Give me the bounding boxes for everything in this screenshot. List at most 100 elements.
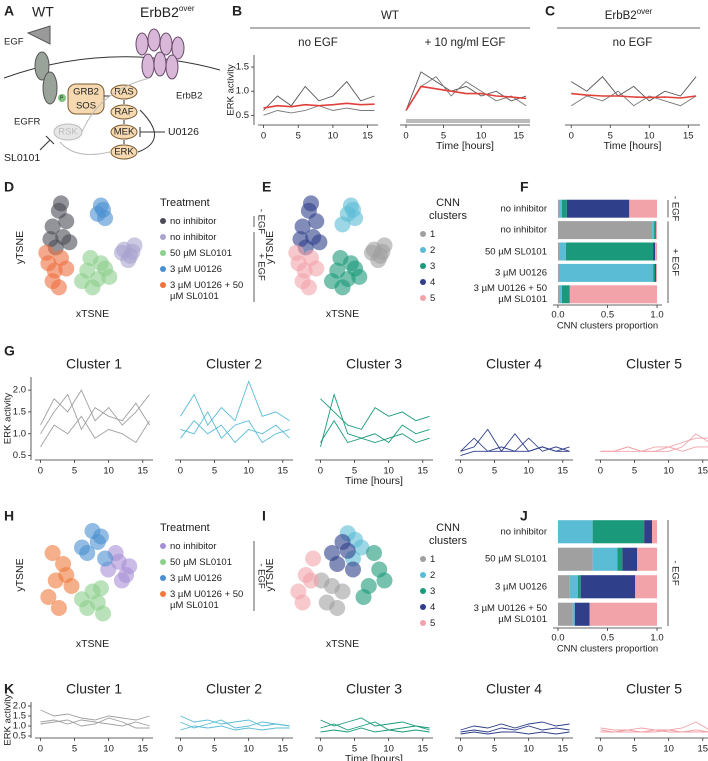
trace (320, 419, 430, 444)
x-tick-label: 0 (38, 466, 43, 477)
x-tick-label: 10 (523, 466, 534, 477)
panel-title: Cluster 4 (486, 681, 542, 697)
point-cloud (339, 542, 356, 559)
diagram-label: SL0101 (4, 152, 40, 164)
x-axis-label: Time [hours] (345, 753, 403, 761)
point-cloud (95, 605, 111, 622)
x-tick-label: 5 (352, 744, 357, 755)
diagram-label: P (60, 95, 64, 101)
x-tick-label: 15 (277, 744, 288, 755)
trace (320, 398, 430, 430)
panel-letter: A (4, 3, 14, 19)
y-tick-label: 0.5 (13, 450, 26, 461)
legend-label: no inhibitor (170, 232, 217, 243)
point-cloud (292, 231, 309, 248)
legend-label: 1 (430, 554, 436, 565)
point-cloud (92, 197, 109, 214)
point-cloud (294, 594, 311, 611)
bar-segment (558, 199, 562, 218)
point-cloud (61, 234, 78, 251)
bar-segment (565, 242, 654, 261)
x-tick-label: 5 (72, 744, 77, 755)
category-label: 3 µM U0126 + 50 µM SL0101 (473, 603, 547, 626)
x-tick-label: 10 (328, 131, 339, 142)
x-tick-label: 10 (103, 744, 114, 755)
trace (180, 420, 290, 444)
x-tick-label: 10 (663, 466, 674, 477)
point-cloud (334, 216, 351, 233)
panel-title: Cluster 3 (346, 681, 402, 697)
bar-segment (572, 602, 575, 626)
point-cloud (355, 589, 372, 605)
diagram-title: ErbB2over (140, 4, 195, 20)
point-cloud (347, 210, 364, 227)
bar-segment (592, 520, 645, 544)
bracket-label: + EGF (669, 248, 680, 276)
x-tick-label: 15 (513, 131, 524, 142)
diagram-label: MEK (114, 127, 135, 138)
legend-swatch (420, 263, 426, 269)
bar-segment (559, 285, 562, 304)
diagram-label: GRB2 (73, 87, 99, 98)
legend-label: 3 µM U0126 (170, 573, 222, 584)
legend-swatch (160, 250, 166, 256)
diagram-label: ErbB2 (176, 91, 202, 102)
point-cloud (324, 273, 340, 290)
diagram-title: WT (32, 4, 54, 20)
diagram-label: EGF (4, 37, 24, 48)
trace (571, 92, 697, 99)
legend-label: 3 (430, 586, 436, 597)
legend-item: 3 µM U0126 + 50 µM SL0101 (160, 280, 252, 302)
point-cloud (288, 244, 305, 261)
x-tick-label: 10 (523, 744, 534, 755)
group-title: WT (381, 10, 399, 22)
point-cloud (92, 580, 109, 597)
category-label: 50 µM SL0101 (485, 246, 547, 257)
x-tick-label: 5 (492, 744, 497, 755)
point-cloud (345, 561, 361, 578)
bar-segment (557, 575, 570, 599)
point-cloud (74, 273, 90, 290)
legend-swatch (420, 588, 426, 594)
trace (460, 446, 570, 457)
x-axis-label: Time [hours] (436, 140, 494, 152)
legend-swatch (160, 591, 166, 597)
bar-segment (574, 602, 590, 626)
point-cloud (97, 550, 114, 567)
point-cloud (44, 545, 61, 561)
panel-title: Cluster 5 (626, 356, 682, 372)
legend-label: 5 (430, 293, 436, 304)
category-label: no inhibitor (500, 203, 547, 215)
bar-segment (629, 199, 658, 218)
category-label: no inhibitor (500, 224, 547, 236)
point-cloud (44, 218, 61, 235)
panel-title: Cluster 1 (66, 681, 122, 697)
bar-segment (592, 547, 618, 571)
x-tick-label: 15 (417, 744, 428, 755)
point-cloud (58, 260, 75, 277)
panel-letter: K (4, 681, 14, 697)
point-cloud (113, 572, 130, 589)
x-tick-label: 0.0 (551, 310, 564, 321)
panel-letter: I (262, 508, 266, 524)
panel-letter: H (4, 508, 14, 524)
trace (460, 731, 570, 735)
x-tick-label: 10 (383, 744, 394, 755)
point-cloud (101, 268, 118, 285)
legend-swatch (160, 234, 166, 240)
x-tick-label: 0 (178, 466, 183, 477)
bar-segment (653, 263, 656, 282)
y-axis-label: yTSNE (14, 231, 26, 264)
group-title-text: WT (381, 10, 399, 22)
category-label: 3 µM U0126 (495, 267, 547, 279)
legend-item: 5 (420, 618, 512, 629)
diagram: A WT ErbB2over EGF P EGFR ErbB2 GRB2 SOS… (3, 3, 221, 164)
x-tick-label: 0.0 (551, 633, 564, 644)
y-axis-label: yTSNE (14, 558, 26, 591)
x-tick-label: 0 (458, 466, 463, 477)
legend-swatch (420, 620, 426, 626)
x-axis-label: xTSNE (326, 638, 359, 650)
legend-item: no inhibitor (160, 232, 252, 243)
y-tick-label: 2.0 (13, 385, 26, 396)
